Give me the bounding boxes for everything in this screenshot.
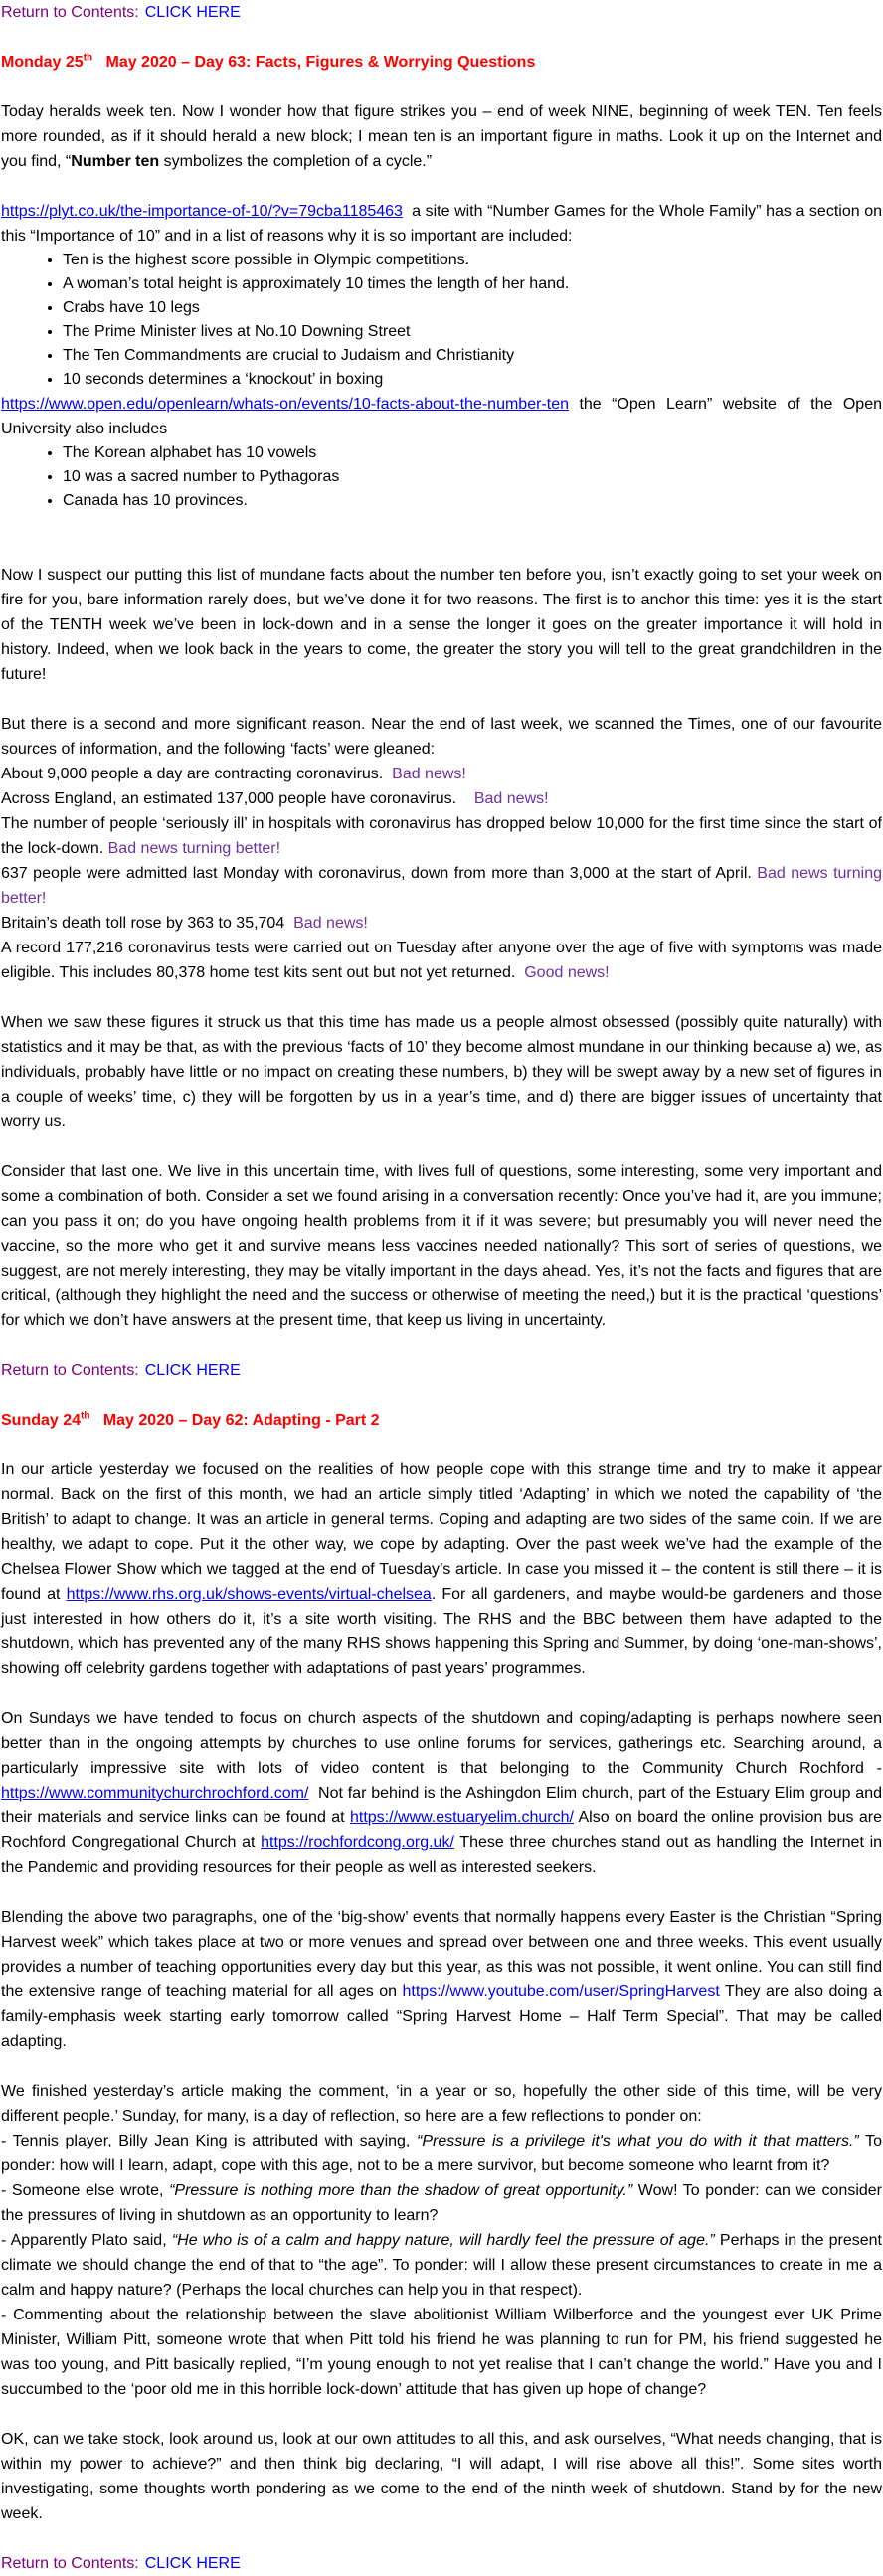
- bullet: Canada has 10 provinces.: [63, 489, 882, 513]
- paragraph: Today heralds week ten. Now I wonder how…: [1, 99, 882, 174]
- text: the “Open Learn” website of the Open Uni…: [1, 396, 882, 437]
- reflection: - Apparently Plato said, “He who is of a…: [1, 2228, 882, 2303]
- paragraph: https://www.open.edu/openlearn/whats-on/…: [1, 392, 882, 441]
- text: Across England, an estimated 137,000 peo…: [1, 790, 457, 807]
- link[interactable]: https://www.youtube.com/user/SpringHarve…: [402, 1983, 720, 2000]
- fact-line: Britain’s death toll rose by 363 to 35,7…: [1, 911, 882, 936]
- paragraph: Consider that last one. We live in this …: [1, 1163, 882, 1329]
- heading-sup: th: [81, 1410, 90, 1422]
- text: - Tennis player, Billy Jean King is attr…: [1, 2133, 411, 2149]
- paragraph: But there is a second and more significa…: [1, 716, 882, 758]
- fact-line: About 9,000 people a day are contracting…: [1, 762, 882, 786]
- paragraph: We finished yesterday’s article making t…: [1, 2083, 882, 2125]
- text: symbolizes the completion of a cycle.”: [163, 153, 433, 170]
- text: To ponder: how will I learn, adapt, cope…: [1, 2133, 882, 2174]
- text: a site with “Number Games for the Whole …: [1, 203, 882, 245]
- verdict: Bad news turning better!: [107, 840, 281, 857]
- nav-link[interactable]: CLICK HERE: [144, 1362, 241, 1379]
- text: Not far behind is the Ashingdon Elim chu…: [1, 1785, 882, 1826]
- bullet: The Ten Commandments are crucial to Juda…: [63, 344, 882, 368]
- bullet-list: Ten is the highest score possible in Oly…: [1, 249, 882, 392]
- paragraph: On Sundays we have tended to focus on ch…: [1, 1706, 882, 1880]
- verdict: Bad news!: [473, 790, 549, 807]
- link[interactable]: https://www.estuaryelim.church/: [349, 1809, 574, 1826]
- heading: Sunday 24th May 2020 – Day 62: Adapting …: [1, 1408, 882, 1433]
- bullet: Ten is the highest score possible in Oly…: [63, 249, 882, 272]
- text: Also on board the online provision bus a…: [1, 1809, 882, 1851]
- text: Britain’s death toll rose by 363 to 35,7…: [1, 915, 285, 932]
- bullet-list: The Korean alphabet has 10 vowels 10 was…: [1, 441, 882, 513]
- link[interactable]: https://rochfordcong.org.uk/: [261, 1834, 454, 1851]
- verdict: Bad news!: [392, 766, 466, 782]
- paragraph: https://plyt.co.uk/the-importance-of-10/…: [1, 199, 882, 249]
- reflection: - Someone else wrote, “Pressure is nothi…: [1, 2178, 882, 2228]
- link[interactable]: https://www.communitychurchrochford.com/: [1, 1785, 309, 1802]
- bold-text: Number ten: [71, 153, 160, 170]
- nav: Return to Contents: CLICK HERE: [1, 2551, 882, 2576]
- link[interactable]: https://www.rhs.org.uk/shows-events/virt…: [66, 1586, 432, 1603]
- nav-label: Return to Contents:: [1, 1362, 139, 1379]
- quote: “Pressure is nothing more than the shado…: [169, 2182, 633, 2199]
- nav-link[interactable]: CLICK HERE: [144, 2555, 241, 2572]
- nav-label: Return to Contents:: [1, 4, 139, 21]
- bullet: The Prime Minister lives at No.10 Downin…: [63, 320, 882, 344]
- verdict: Bad news!: [293, 915, 368, 932]
- text: 637 people were admitted last Monday wit…: [1, 865, 752, 882]
- text: They are also doing a family-emphasis we…: [1, 1983, 882, 2050]
- paragraph: Blending the above two paragraphs, one o…: [1, 1905, 882, 2054]
- link[interactable]: https://www.open.edu/openlearn/whats-on/…: [1, 396, 569, 413]
- text: - Someone else wrote,: [1, 2182, 164, 2199]
- paragraph: Now I suspect our putting this list of m…: [1, 567, 882, 683]
- fact-line: The number of people ‘seriously ill’ in …: [1, 811, 882, 861]
- text: Today heralds week ten. Now I wonder how…: [1, 103, 882, 170]
- text: These three churches stand out as handli…: [1, 1834, 883, 1876]
- bullet: The Korean alphabet has 10 vowels: [63, 441, 882, 465]
- bullet: A woman’s total height is approximately …: [63, 272, 882, 296]
- fact-line: Across England, an estimated 137,000 peo…: [1, 786, 882, 811]
- text: Blending the above two paragraphs, one o…: [1, 1909, 882, 2000]
- heading-sup: th: [83, 52, 93, 64]
- reflection: - Tennis player, Billy Jean King is attr…: [1, 2129, 882, 2178]
- nav: Return to Contents: CLICK HERE: [1, 1358, 882, 1383]
- quote: “Pressure is a privilege it's what you d…: [416, 2133, 859, 2149]
- bullet: Crabs have 10 legs: [63, 296, 882, 320]
- text: In our article yesterday we focused on t…: [1, 1461, 882, 1603]
- paragraph: OK, can we take stock, look around us, l…: [1, 2431, 882, 2522]
- paragraph: When we saw these figures it struck us t…: [1, 1014, 882, 1130]
- text: . For all gardeners, and maybe would-be …: [1, 1586, 883, 1677]
- bullet: 10 seconds determines a ‘knockout’ in bo…: [63, 368, 882, 392]
- quote: “He who is of a calm and happy nature, w…: [171, 2232, 715, 2249]
- text: On Sundays we have tended to focus on ch…: [1, 1710, 882, 1777]
- paragraph: In our article yesterday we focused on t…: [1, 1458, 882, 1681]
- fact-line: A record 177,216 coronavirus tests were …: [1, 936, 882, 985]
- heading: Monday 25th May 2020 – Day 63: Facts, Fi…: [1, 50, 882, 75]
- nav-link[interactable]: CLICK HERE: [144, 4, 241, 21]
- heading-text: May 2020 – Day 62: Adapting - Part 2: [102, 1412, 380, 1429]
- text: About 9,000 people a day are contracting…: [1, 766, 384, 782]
- heading-text: Monday 25: [1, 54, 84, 71]
- text: - Apparently Plato said,: [1, 2232, 167, 2249]
- nav: Return to Contents: CLICK HERE: [1, 0, 882, 25]
- verdict: Bad news turning better!: [1, 865, 882, 907]
- fact-line: 637 people were admitted last Monday wit…: [1, 861, 882, 911]
- text: The number of people ‘seriously ill’ in …: [1, 815, 882, 857]
- text: A record 177,216 coronavirus tests were …: [1, 940, 882, 981]
- nav-label: Return to Contents:: [1, 2555, 139, 2572]
- heading-text: May 2020 – Day 63: Facts, Figures & Worr…: [105, 54, 536, 71]
- bullet: 10 was a sacred number to Pythagoras: [63, 465, 882, 489]
- link[interactable]: https://plyt.co.uk/the-importance-of-10/…: [1, 203, 403, 220]
- reflection: - Commenting about the relationship betw…: [1, 2307, 882, 2398]
- verdict: Good news!: [524, 964, 610, 981]
- text: Perhaps in the present climate we should…: [1, 2232, 883, 2299]
- heading-text: Sunday 24: [1, 1412, 82, 1429]
- text: Wow! To ponder: can we consider the pres…: [1, 2182, 882, 2224]
